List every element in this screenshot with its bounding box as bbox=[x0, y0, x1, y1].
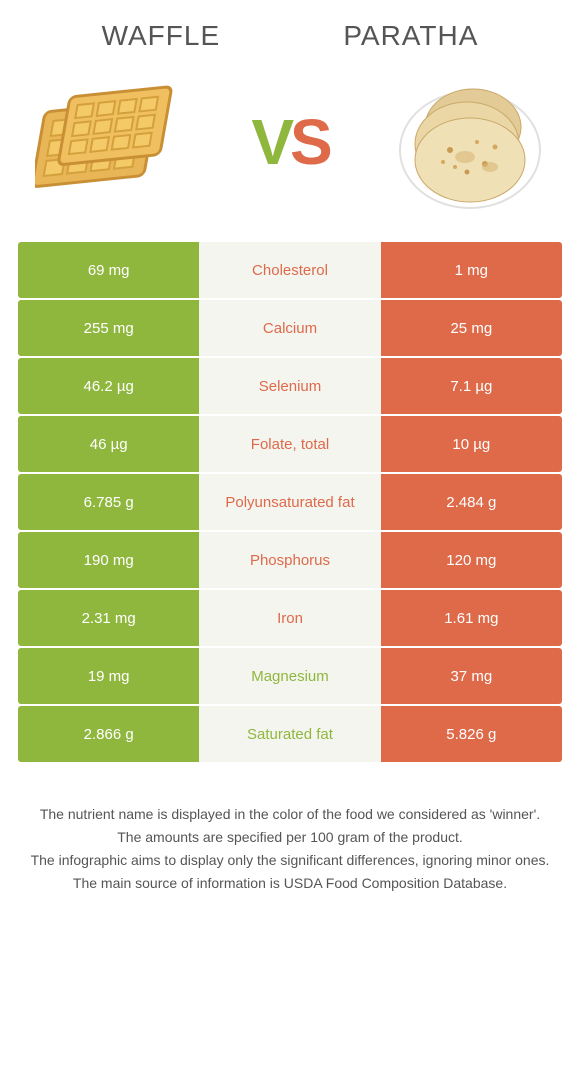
table-row: 19 mgMagnesium37 mg bbox=[18, 648, 562, 704]
footer-notes: The nutrient name is displayed in the co… bbox=[0, 764, 580, 916]
left-value: 2.866 g bbox=[18, 706, 199, 762]
table-row: 46.2 µgSelenium7.1 µg bbox=[18, 358, 562, 414]
left-value: 69 mg bbox=[18, 242, 199, 298]
table-row: 190 mgPhosphorus120 mg bbox=[18, 532, 562, 588]
right-value: 7.1 µg bbox=[381, 358, 562, 414]
vs-v: V bbox=[251, 105, 290, 179]
footer-line: The nutrient name is displayed in the co… bbox=[30, 804, 550, 825]
left-value: 19 mg bbox=[18, 648, 199, 704]
nutrient-name: Iron bbox=[199, 590, 380, 646]
footer-line: The amounts are specified per 100 gram o… bbox=[30, 827, 550, 848]
right-food-title: PARATHA bbox=[343, 20, 478, 52]
nutrient-table: 69 mgCholesterol1 mg255 mgCalcium25 mg46… bbox=[0, 242, 580, 762]
nutrient-name: Selenium bbox=[199, 358, 380, 414]
nutrient-name: Calcium bbox=[199, 300, 380, 356]
right-value: 37 mg bbox=[381, 648, 562, 704]
vs-label: V S bbox=[251, 105, 328, 179]
table-row: 6.785 gPolyunsaturated fat2.484 g bbox=[18, 474, 562, 530]
table-row: 2.31 mgIron1.61 mg bbox=[18, 590, 562, 646]
right-value: 2.484 g bbox=[381, 474, 562, 530]
nutrient-name: Polyunsaturated fat bbox=[199, 474, 380, 530]
left-value: 255 mg bbox=[18, 300, 199, 356]
left-value: 2.31 mg bbox=[18, 590, 199, 646]
left-value: 6.785 g bbox=[18, 474, 199, 530]
table-row: 2.866 gSaturated fat5.826 g bbox=[18, 706, 562, 762]
right-value: 120 mg bbox=[381, 532, 562, 588]
nutrient-name: Magnesium bbox=[199, 648, 380, 704]
right-value: 1.61 mg bbox=[381, 590, 562, 646]
footer-line: The infographic aims to display only the… bbox=[30, 850, 550, 871]
right-value: 25 mg bbox=[381, 300, 562, 356]
table-row: 69 mgCholesterol1 mg bbox=[18, 242, 562, 298]
vs-s: S bbox=[290, 105, 329, 179]
right-value: 5.826 g bbox=[381, 706, 562, 762]
table-row: 255 mgCalcium25 mg bbox=[18, 300, 562, 356]
paratha-image bbox=[390, 72, 550, 212]
left-food-title: WAFFLE bbox=[102, 20, 221, 52]
footer-line: The main source of information is USDA F… bbox=[30, 873, 550, 894]
right-value: 1 mg bbox=[381, 242, 562, 298]
nutrient-name: Phosphorus bbox=[199, 532, 380, 588]
nutrient-name: Folate, total bbox=[199, 416, 380, 472]
left-value: 46 µg bbox=[18, 416, 199, 472]
header: WAFFLE PARATHA bbox=[0, 0, 580, 62]
nutrient-name: Saturated fat bbox=[199, 706, 380, 762]
hero-row: V S bbox=[0, 62, 580, 242]
waffle-image bbox=[30, 72, 190, 212]
left-value: 46.2 µg bbox=[18, 358, 199, 414]
nutrient-name: Cholesterol bbox=[199, 242, 380, 298]
right-value: 10 µg bbox=[381, 416, 562, 472]
table-row: 46 µgFolate, total10 µg bbox=[18, 416, 562, 472]
left-value: 190 mg bbox=[18, 532, 199, 588]
